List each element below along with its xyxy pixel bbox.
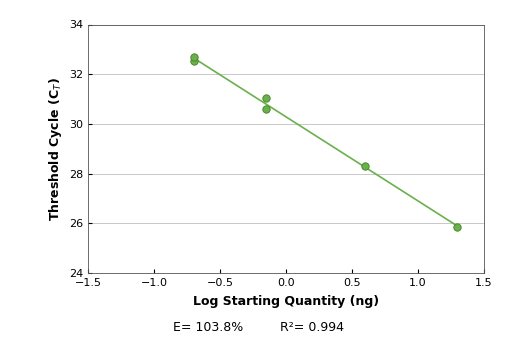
Point bbox=[262, 106, 270, 112]
Point bbox=[190, 58, 198, 63]
X-axis label: Log Starting Quantity (ng): Log Starting Quantity (ng) bbox=[193, 295, 379, 308]
Point bbox=[262, 95, 270, 100]
Text: R²= 0.994: R²= 0.994 bbox=[280, 321, 344, 334]
Point bbox=[361, 163, 370, 169]
Y-axis label: Threshold Cycle (C$_T$): Threshold Cycle (C$_T$) bbox=[47, 77, 64, 221]
Point bbox=[453, 224, 462, 230]
Text: E= 103.8%: E= 103.8% bbox=[173, 321, 243, 334]
Point bbox=[190, 54, 198, 60]
